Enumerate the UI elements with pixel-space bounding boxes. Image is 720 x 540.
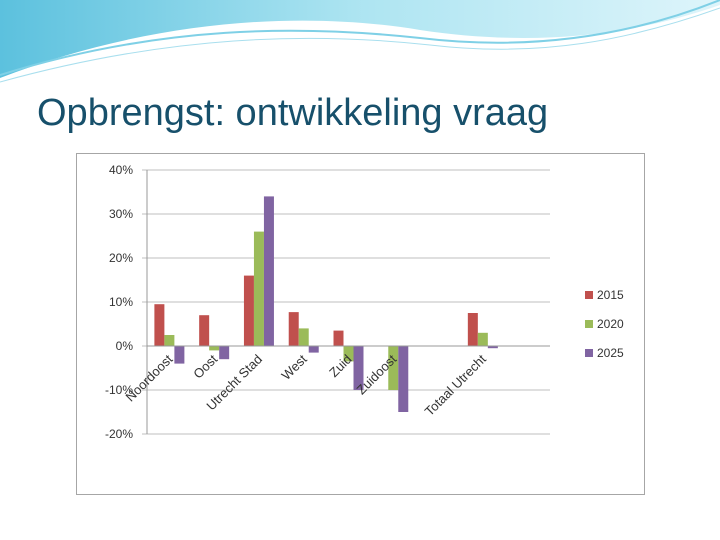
bar [154, 304, 165, 346]
bar [243, 275, 254, 346]
y-tick-label: 10% [109, 295, 133, 309]
legend-swatch [585, 320, 593, 328]
y-tick-label: -20% [105, 427, 133, 441]
slide-title: Opbrengst: ontwikkeling vraag [37, 92, 549, 134]
bar [174, 346, 185, 364]
y-tick-label: 40% [109, 163, 133, 177]
y-tick-label: 30% [109, 207, 133, 221]
bar [253, 231, 264, 346]
bar [308, 346, 319, 353]
bar [219, 346, 230, 360]
bar [353, 346, 364, 390]
bar [343, 346, 354, 362]
legend-label: 2020 [597, 317, 624, 331]
bar [288, 312, 299, 346]
bar [333, 330, 344, 346]
y-tick-label: -10% [105, 383, 133, 397]
bar [298, 328, 309, 346]
bar [263, 196, 274, 346]
legend-label: 2025 [597, 346, 624, 360]
legend-swatch [585, 349, 593, 357]
bar [487, 346, 498, 349]
chart: -20%-10%0%10%20%30%40%Noordoost OostUtrec… [76, 153, 645, 495]
legend-label: 2015 [597, 288, 624, 302]
bar [388, 346, 399, 390]
bar [164, 335, 175, 346]
bar [398, 346, 409, 412]
y-tick-label: 0% [116, 339, 134, 353]
bar [199, 315, 210, 346]
bar [209, 346, 220, 351]
legend-swatch [585, 291, 593, 299]
bar [477, 332, 488, 346]
header-decoration [0, 0, 720, 83]
y-tick-label: 20% [109, 251, 133, 265]
bar [467, 313, 478, 346]
chart-frame [76, 153, 645, 495]
